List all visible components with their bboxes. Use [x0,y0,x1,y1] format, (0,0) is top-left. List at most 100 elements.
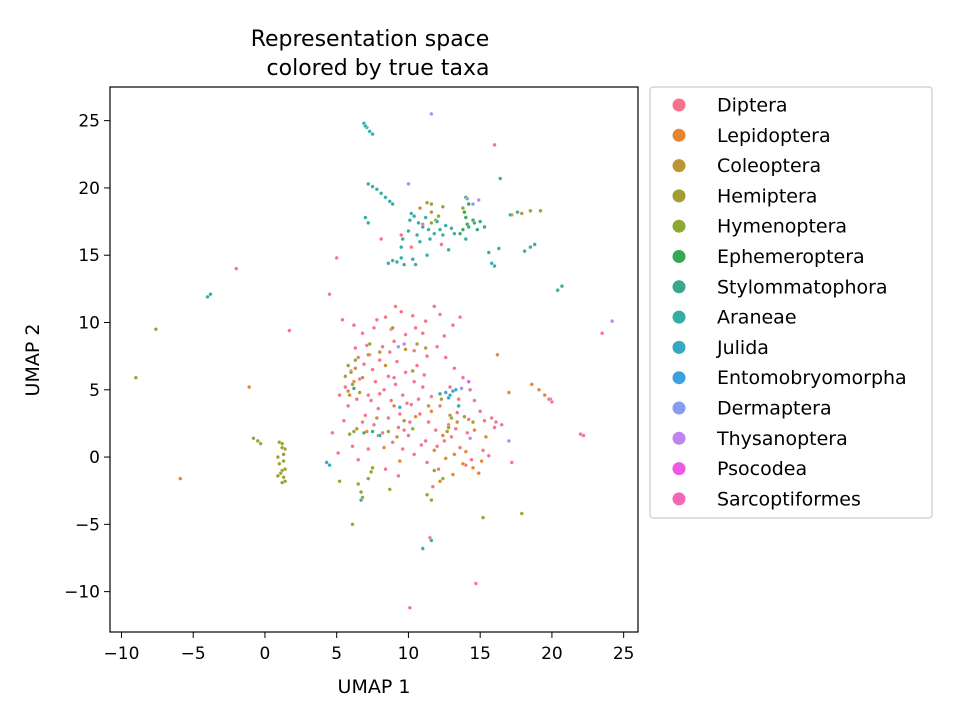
data-point [437,227,443,232]
data-point [483,434,488,439]
data-point [377,350,382,355]
data-point [479,459,484,464]
data-point [470,201,476,207]
chart-title-line1: Representation space [251,27,490,52]
series-stylommatophora [351,219,487,438]
data-point [370,184,375,189]
data-point [412,348,417,353]
data-point [455,419,460,425]
data-point [287,328,292,333]
data-point [423,345,428,351]
data-point [402,341,407,347]
data-point [383,195,388,200]
legend-label: Sarcoptiformes [717,488,861,510]
data-point [353,345,358,351]
data-point [410,368,415,374]
data-point [392,339,397,344]
data-point [278,471,283,476]
x-tick-label: 15 [469,644,491,664]
data-point [456,397,461,402]
data-point [433,428,438,433]
data-point [536,387,542,392]
legend-marker [672,340,686,354]
data-point [361,430,367,435]
data-point [473,581,478,586]
data-point [281,459,286,464]
chart-title-line2: colored by true taxa [267,56,490,81]
data-point [425,354,430,359]
data-point [429,111,434,116]
data-point [440,204,445,209]
data-point [435,219,440,224]
legend-label: Coleoptera [717,155,821,177]
data-point [370,429,375,434]
series-lepidoptera [178,352,553,484]
data-point [412,379,417,384]
data-point [353,358,358,363]
data-point [277,440,282,445]
data-point [403,332,408,337]
data-point [452,366,457,371]
data-point [456,403,461,409]
data-point [458,445,463,450]
data-point [361,362,367,367]
data-point [610,319,615,324]
series-psocodea [466,379,471,384]
data-point [410,257,415,262]
data-point [386,261,391,266]
data-point [360,331,365,336]
data-point [453,426,458,431]
data-point [455,410,460,415]
data-point [396,473,401,478]
data-point [440,232,445,238]
data-point [394,359,400,364]
data-point [346,389,351,394]
data-point [336,450,341,456]
series-araneae [205,121,565,543]
data-point [429,409,434,414]
data-point [423,438,428,443]
series-dermaptera [396,181,476,391]
data-point [465,196,470,201]
data-point [555,288,560,293]
data-point [280,445,285,450]
data-point [360,419,365,425]
data-point [499,422,504,427]
y-tick-label: −5 [75,515,100,535]
data-point [381,387,387,392]
data-point [371,422,377,427]
data-point [394,259,400,265]
data-point [370,465,375,470]
x-tick-label: 0 [260,644,271,664]
data-point [469,457,474,462]
data-point [522,249,527,254]
data-point [506,390,511,395]
data-point [429,210,434,215]
data-point [396,344,401,349]
legend-label: Lepidoptera [717,125,831,147]
data-point [380,344,385,349]
data-point [399,232,404,238]
data-point [413,414,418,419]
data-point [429,538,434,543]
x-tick-label: 10 [398,644,420,664]
series-thysanoptera [402,111,615,443]
data-point [377,433,382,438]
data-point [429,394,434,399]
data-point [462,414,467,419]
data-point [397,411,402,417]
data-point [380,430,385,435]
data-point [373,379,378,384]
data-point [178,476,183,481]
data-point [458,231,463,236]
data-point [394,434,400,439]
data-point [426,419,431,425]
data-point [402,428,407,433]
data-point [426,227,431,232]
data-point [476,471,481,476]
y-tick-label: 0 [89,448,100,468]
data-point [275,473,280,478]
data-point [399,309,404,314]
data-point [420,224,425,230]
data-point [463,236,468,242]
